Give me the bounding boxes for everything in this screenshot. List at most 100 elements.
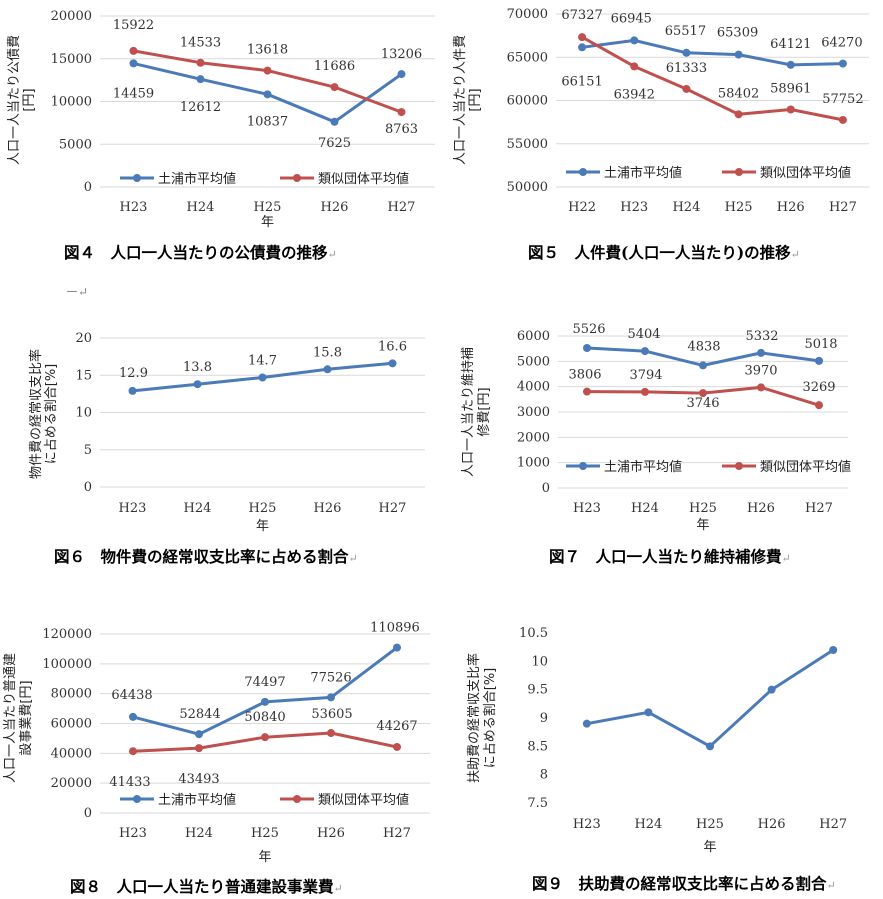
data-label: 3970 xyxy=(744,363,777,378)
legend-label: 土浦市平均値 xyxy=(158,792,236,808)
data-point xyxy=(699,361,707,370)
data-point xyxy=(323,365,332,374)
y-tick-label: 0 xyxy=(84,180,92,195)
legend-label: 土浦市平均値 xyxy=(604,165,682,181)
chart-6: 0 5 10 15 20 H23 H24 H25 H26 H27 年 物件費の経常収支比率 に占める割合… xyxy=(28,331,425,534)
x-tick-label: H27 xyxy=(829,200,857,215)
x-tick-label: H27 xyxy=(379,501,407,516)
chart-8: 0 20000 40000 60000 80000 100000 120000 H23 H24 H… xyxy=(3,621,430,865)
data-label: 5018 xyxy=(804,337,837,352)
data-label: 66151 xyxy=(561,74,602,89)
legend-label: 土浦市平均値 xyxy=(158,171,236,187)
data-point xyxy=(757,348,765,357)
data-label: 64121 xyxy=(770,37,811,52)
series-line xyxy=(581,35,844,122)
y-tick-label: 5000 xyxy=(517,354,550,369)
legend-label: 類似団体平均値 xyxy=(318,171,409,187)
x-axis-title: 年 xyxy=(258,850,271,865)
y-axis-title: 物件費の経常収支比率 xyxy=(28,349,44,479)
data-label: 8763 xyxy=(385,122,418,137)
data-point xyxy=(838,59,847,68)
data-point xyxy=(641,347,649,356)
data-point xyxy=(129,747,137,756)
data-label: 66945 xyxy=(611,11,652,26)
data-label: 15.8 xyxy=(313,345,342,360)
legend-label: 類似団体平均値 xyxy=(760,165,851,181)
y-tick-label: 8.5 xyxy=(527,739,548,754)
data-point xyxy=(682,48,691,57)
y-tick-label: 8 xyxy=(540,768,548,783)
y-tick-label: 0 xyxy=(542,481,550,496)
y-axis-title: 扶助費の経常収支比率 xyxy=(466,653,482,783)
y-tick-label: 1000 xyxy=(517,456,550,471)
y-axis-title: 人口一人当たり普通建 xyxy=(3,653,18,783)
data-point xyxy=(263,66,272,75)
data-label: 3269 xyxy=(802,380,835,395)
y-tick-label: 60000 xyxy=(507,94,548,109)
y-tick-label: 10 xyxy=(531,654,548,669)
data-label: 53605 xyxy=(311,707,352,722)
data-label: 74497 xyxy=(244,675,285,690)
data-point xyxy=(815,356,823,365)
y-tick-label: 10 xyxy=(75,406,92,421)
data-label: 13618 xyxy=(247,43,288,58)
data-point xyxy=(630,62,639,71)
x-tick-label: H27 xyxy=(388,200,416,215)
x-axis-title: 年 xyxy=(256,519,269,534)
x-tick-label: H26 xyxy=(758,817,786,832)
data-point xyxy=(757,383,765,392)
data-label: 14.7 xyxy=(248,353,277,368)
y-tick-label: 60000 xyxy=(51,717,92,732)
data-point xyxy=(641,387,649,396)
legend-marker xyxy=(735,168,743,176)
data-point xyxy=(583,387,591,396)
x-tick-label: H27 xyxy=(805,501,833,516)
data-label: 12612 xyxy=(180,100,221,115)
y-tick-label: 20000 xyxy=(51,776,92,791)
data-point xyxy=(583,344,591,353)
x-tick-label: H23 xyxy=(620,200,648,215)
y-tick-label: 65000 xyxy=(507,50,548,65)
data-point xyxy=(129,59,138,68)
legend-marker xyxy=(293,174,301,182)
data-point xyxy=(258,373,267,382)
y-tick-label: 120000 xyxy=(42,627,92,642)
y-tick-label: 50000 xyxy=(507,180,548,195)
y-tick-label: 10.5 xyxy=(519,626,548,641)
figure-caption-5: 図５ 人件費(人口一人当たり)の推移↵ xyxy=(528,243,800,262)
chart-4: 0 5000 10000 15000 20000 H23 H24 H25 H26 H27 年 人口一人… xyxy=(7,9,435,230)
data-point xyxy=(388,359,397,368)
data-label: 3746 xyxy=(686,396,719,411)
y-tick-label: 80000 xyxy=(51,687,92,702)
data-point xyxy=(195,744,203,753)
data-label: 14533 xyxy=(180,36,221,51)
data-point xyxy=(767,685,776,694)
legend-marker xyxy=(735,462,743,470)
x-tick-label: H23 xyxy=(573,817,601,832)
x-tick-label: H24 xyxy=(187,200,215,215)
y-tick-label: 9 xyxy=(540,711,548,726)
y-tick-label: 55000 xyxy=(507,137,548,152)
data-point xyxy=(393,643,401,652)
series-line xyxy=(581,38,843,67)
data-label: 43493 xyxy=(178,772,219,787)
data-label: 3794 xyxy=(629,368,662,383)
data-point xyxy=(327,729,335,738)
figure-caption-4: 図４ 人口一人当たりの公債費の推移↵ xyxy=(64,243,337,262)
data-point xyxy=(706,742,714,751)
legend-label: 類似団体平均値 xyxy=(760,459,851,475)
y-axis-title: に占める割合[%] xyxy=(482,668,498,769)
data-point xyxy=(838,115,847,124)
data-point xyxy=(682,84,691,93)
data-point xyxy=(330,83,339,92)
data-label: 65517 xyxy=(665,24,706,39)
data-label: 77526 xyxy=(310,670,351,685)
chart-5: 50000 55000 60000 65000 70000 H22 H23 H24 H25 H26… xyxy=(453,7,869,215)
data-point xyxy=(397,108,406,117)
x-tick-label: H24 xyxy=(634,817,662,832)
data-label: 5404 xyxy=(627,327,660,342)
data-point xyxy=(829,646,838,654)
data-label: 67327 xyxy=(561,8,602,23)
y-axis-title: 修費[円] xyxy=(477,387,492,436)
